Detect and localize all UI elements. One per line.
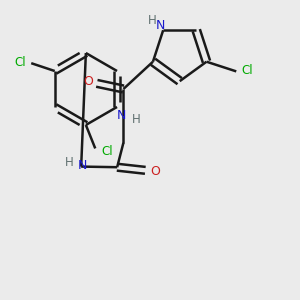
- Text: O: O: [83, 75, 93, 88]
- Text: O: O: [150, 165, 160, 178]
- Text: Cl: Cl: [242, 64, 253, 77]
- Text: H: H: [131, 112, 140, 125]
- Text: H: H: [65, 156, 74, 169]
- Text: H: H: [148, 14, 157, 27]
- Text: Cl: Cl: [101, 145, 113, 158]
- Text: N: N: [117, 110, 127, 122]
- Text: N: N: [155, 19, 165, 32]
- Text: N: N: [78, 158, 87, 172]
- Text: Cl: Cl: [14, 56, 26, 69]
